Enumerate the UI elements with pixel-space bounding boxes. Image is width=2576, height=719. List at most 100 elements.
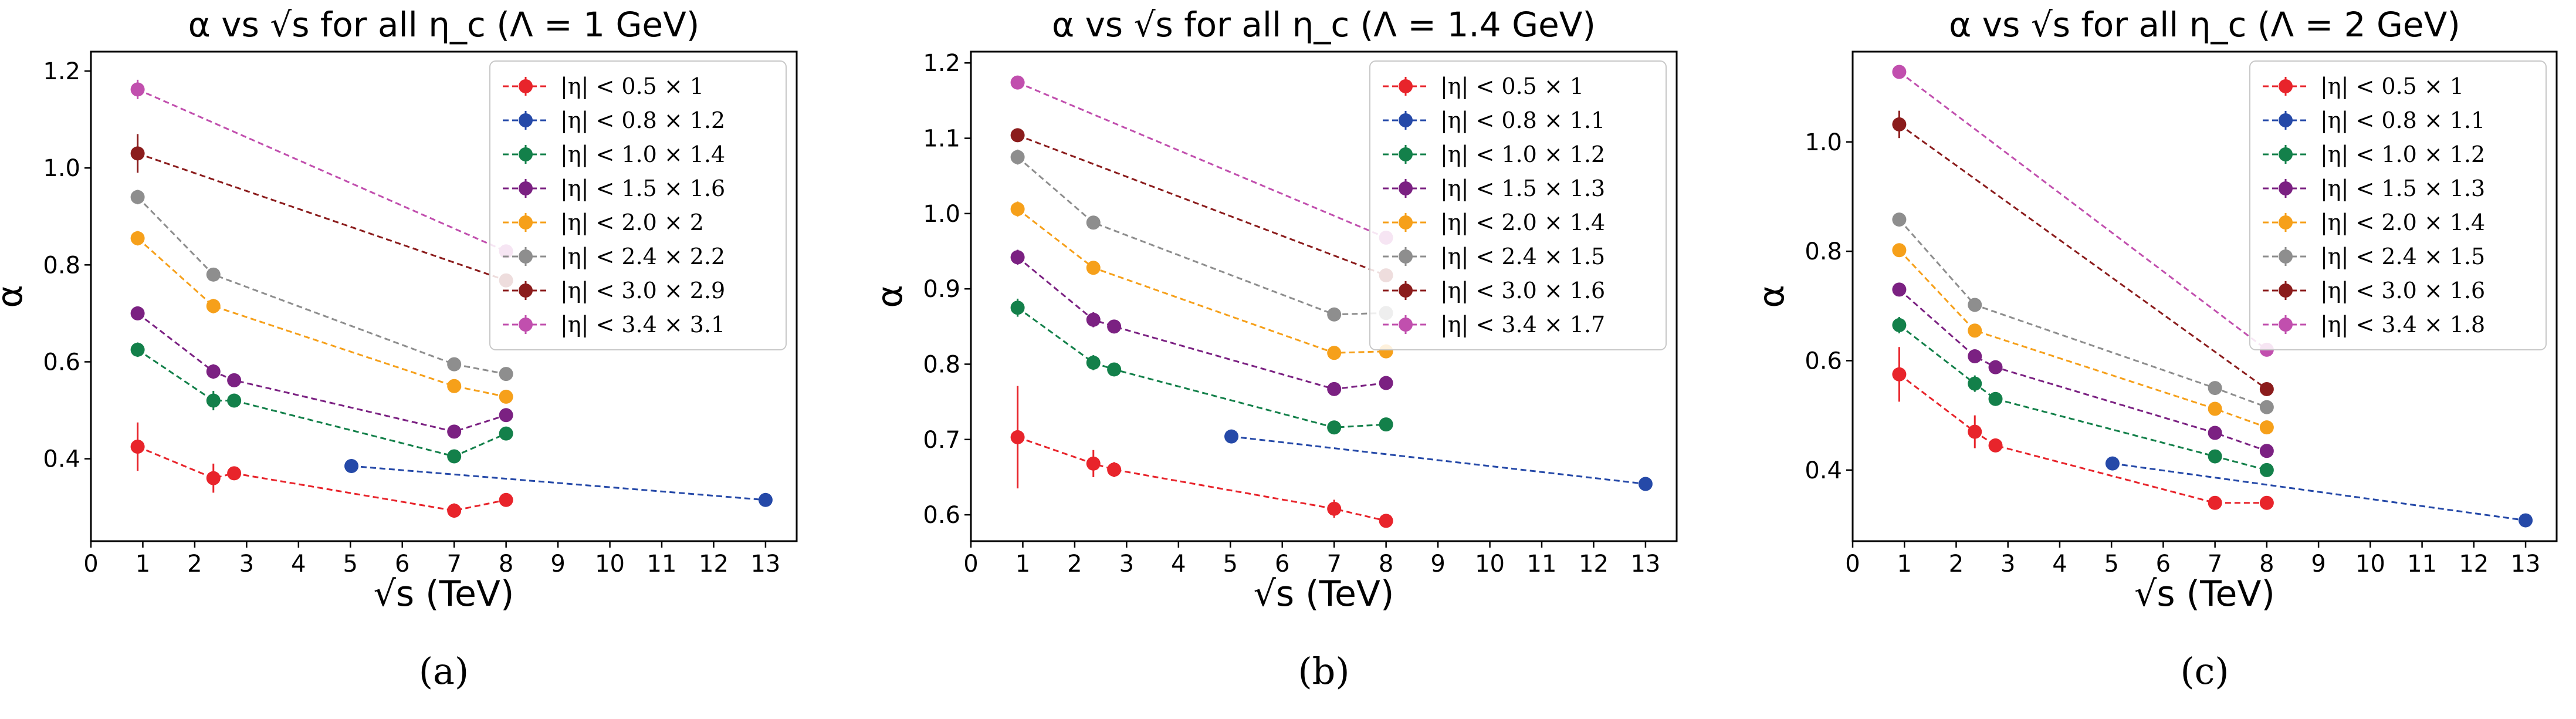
panel-caption: (b): [1298, 650, 1349, 693]
chart-panel-3: α vs √s for all η_c (Λ = 2 GeV)0 1 2 3 4 5 6 7 8…: [1751, 5, 2558, 693]
data-point: [1327, 420, 1342, 435]
legend-marker: [1399, 181, 1413, 195]
data-point: [447, 424, 462, 439]
x-tick-label: 5: [2104, 551, 2118, 578]
series-3: [1892, 316, 2274, 477]
x-tick-label: 10: [595, 551, 625, 578]
data-point: [1968, 424, 1982, 439]
legend-label: |η| < 0.8 × 1.2: [560, 107, 725, 133]
chart-title: α vs √s for all η_c (Λ = 1.4 GeV): [1052, 5, 1596, 45]
data-point: [1327, 307, 1342, 322]
legend-label: |η| < 2.4 × 2.2: [560, 244, 725, 269]
legend-marker: [519, 113, 533, 127]
legend-label: |η| < 1.5 × 1.3: [2320, 175, 2485, 201]
x-tick-label: 5: [343, 551, 358, 578]
y-axis-label: α: [0, 285, 31, 308]
legend-label: |η| < 3.4 × 3.1: [560, 312, 725, 337]
x-tick-label: 9: [2311, 551, 2325, 578]
data-point: [130, 231, 145, 245]
data-point: [130, 82, 145, 97]
data-point: [1327, 346, 1342, 360]
series-line: [137, 196, 506, 375]
series-4: [1892, 282, 2274, 458]
legend-label: |η| < 3.0 × 1.6: [2320, 278, 2485, 303]
data-point: [1379, 376, 1393, 390]
x-tick-label: 7: [446, 551, 461, 578]
data-point: [1086, 355, 1101, 370]
x-tick-label: 11: [647, 551, 677, 578]
series-line: [1898, 324, 2267, 471]
data-point: [1892, 243, 1907, 258]
data-point: [2259, 495, 2274, 510]
panel-caption: (a): [419, 650, 469, 693]
data-point: [1892, 212, 1907, 227]
legend-label: |η| < 0.8 × 1.1: [2320, 107, 2485, 133]
x-tick-label: 6: [1275, 551, 1289, 578]
data-point: [2259, 420, 2274, 435]
data-point: [1892, 117, 1907, 131]
legend-label: |η| < 0.5 × 1: [560, 73, 704, 99]
legend-entry: |η| < 3.4 × 3.1: [503, 312, 725, 337]
data-point: [1010, 301, 1025, 315]
x-tick-label: 13: [1630, 551, 1660, 578]
data-point: [227, 393, 242, 408]
legend-label: |η| < 3.4 × 1.7: [1440, 312, 1605, 337]
data-point: [206, 471, 221, 485]
x-axis-label: √s (TeV): [374, 573, 514, 615]
legend-marker: [519, 215, 533, 229]
series-line: [1017, 156, 1386, 316]
series-7: [1010, 128, 1393, 283]
legend-marker: [519, 249, 533, 264]
legend-entry: |η| < 2.4 × 2.2: [503, 244, 725, 269]
data-point: [344, 459, 359, 474]
data-point: [1107, 319, 1122, 334]
legend-entry: |η| < 2.4 × 1.5: [2263, 244, 2485, 269]
x-tick-label: 7: [2208, 551, 2222, 578]
legend-label: |η| < 2.0 × 2: [560, 210, 704, 235]
x-tick-label: 7: [1326, 551, 1341, 578]
series-line: [1017, 208, 1386, 354]
series-line: [1017, 82, 1387, 239]
series-line: [137, 89, 507, 252]
data-point: [1086, 456, 1101, 471]
x-tick-label: 8: [1379, 551, 1393, 578]
legend-entry: |η| < 2.0 × 1.4: [2263, 210, 2485, 235]
data-point: [1988, 391, 2003, 406]
series-6: [1892, 212, 2274, 414]
x-tick-label: 10: [1475, 551, 1505, 578]
series-line: [1017, 307, 1386, 428]
data-point: [1086, 215, 1101, 230]
x-tick-label: 2: [1067, 551, 1082, 578]
legend-entry: |η| < 3.0 × 2.9: [503, 278, 725, 303]
data-point: [2208, 401, 2222, 416]
y-tick-label: 1.2: [43, 58, 80, 85]
data-point: [2105, 456, 2120, 471]
data-point: [1968, 349, 1982, 364]
legend: |η| < 0.5 × 1 |η| < 0.8 × 1.1 |η| < 1.0 × …: [2249, 60, 2547, 350]
legend-label: |η| < 0.5 × 1: [2320, 73, 2464, 99]
x-tick-label: 3: [1119, 551, 1134, 578]
series-2: [2105, 456, 2533, 528]
y-axis-label: α: [869, 285, 910, 308]
data-point: [206, 393, 221, 408]
data-point: [206, 267, 221, 282]
x-tick-label: 3: [2000, 551, 2015, 578]
legend-entry: |η| < 3.0 × 1.6: [1383, 278, 1605, 303]
legend-label: |η| < 2.0 × 1.4: [2320, 210, 2485, 235]
y-tick-label: 0.8: [1805, 238, 1842, 265]
legend-marker: [2279, 181, 2293, 195]
legend-label: |η| < 1.0 × 1.2: [1440, 141, 1605, 167]
legend-label: |η| < 0.5 × 1: [1440, 73, 1584, 99]
legend-label: |η| < 1.5 × 1.6: [560, 175, 725, 201]
legend-marker: [519, 147, 533, 161]
x-tick-label: 12: [2459, 551, 2489, 578]
y-axis-label: α: [1751, 285, 1792, 308]
data-point: [130, 342, 145, 357]
series-1: [1892, 347, 2274, 510]
y-tick-label: 0.4: [43, 446, 80, 473]
y-tick-label: 1.0: [923, 201, 960, 228]
y-tick-label: 0.7: [923, 427, 960, 454]
series-5: [1892, 243, 2274, 435]
legend-entry: |η| < 2.0 × 1.4: [1383, 210, 1605, 235]
series-line: [1898, 123, 2267, 390]
